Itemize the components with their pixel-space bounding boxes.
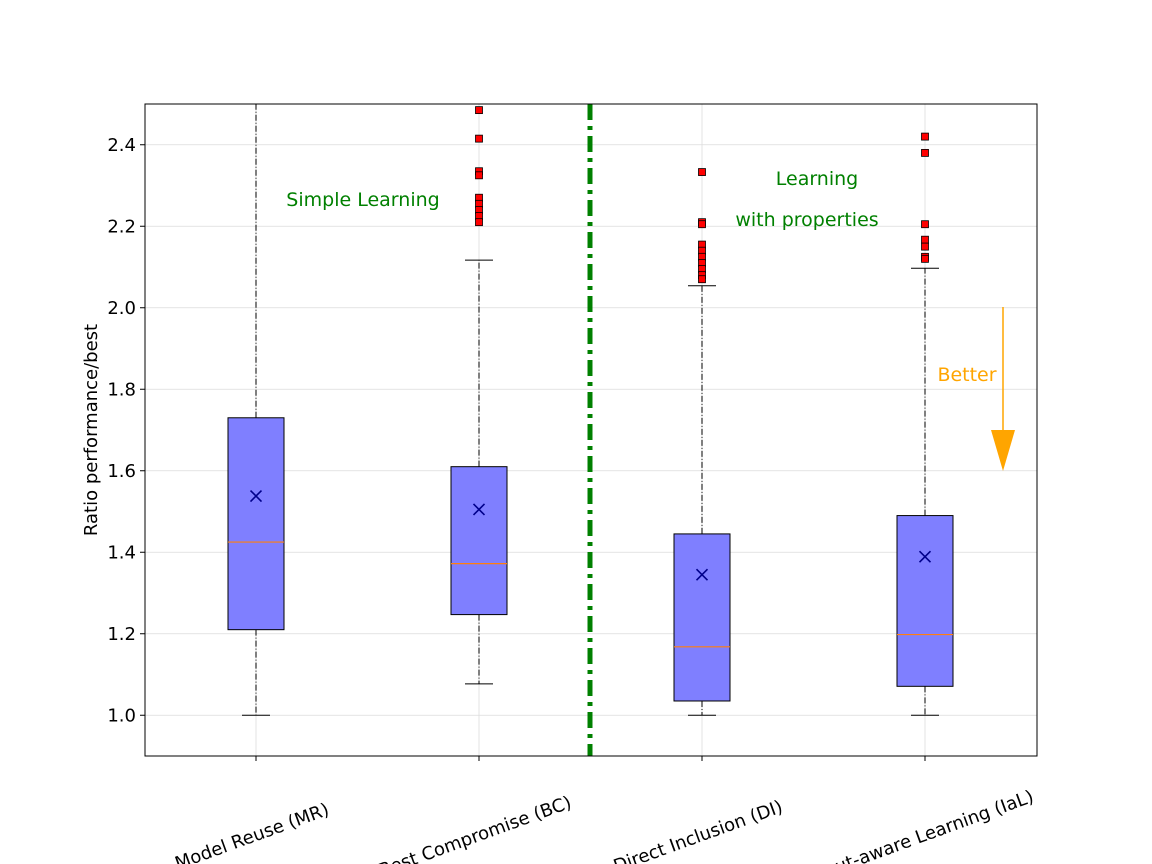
outlier-point: [698, 275, 706, 284]
box-4: [896, 132, 954, 716]
x-tick-label: Direct Inclusion (DI): [611, 796, 786, 864]
mean-marker: [249, 489, 263, 503]
y-tick-label: 1.0: [107, 705, 136, 726]
outlier-point: [475, 218, 483, 227]
outlier-point: [921, 220, 929, 229]
box-3: [673, 168, 731, 716]
x-axis: Model Reuse (MR) Best Compromise (BC) Dire…: [172, 756, 1037, 864]
outlier-point: [698, 220, 706, 229]
annotation-better: Better: [937, 364, 996, 386]
box-iqr: [227, 417, 285, 631]
annotation-simple-learning: Simple Learning: [286, 189, 439, 211]
outlier-point: [921, 254, 929, 263]
outlier-point: [698, 168, 706, 176]
outlier-point: [921, 235, 929, 244]
x-tick-label: Best Compromise (BC): [376, 792, 574, 864]
y-tick-label: 2.0: [107, 298, 136, 319]
outlier-point: [475, 134, 483, 143]
mean-marker: [918, 550, 932, 563]
outlier-point: [921, 148, 929, 157]
mean-marker: [695, 568, 709, 581]
outlier-point: [475, 171, 483, 180]
axes-frame: [144, 103, 1038, 757]
better-arrow: [991, 307, 1015, 471]
box-2: [450, 106, 508, 685]
plot-area: [227, 103, 954, 756]
y-tick-label: 1.4: [107, 542, 136, 563]
outlier-point: [475, 106, 483, 115]
annotation-with-properties: with properties: [735, 209, 878, 231]
annotation-learning: Learning: [776, 168, 859, 190]
y-tick-label: 1.6: [107, 461, 136, 482]
outlier-point: [921, 242, 929, 251]
outlier-point: [921, 132, 929, 141]
x-tick-label: Input-aware Learning (IaL): [806, 786, 1037, 864]
y-axis: 1.0 1.2 1.4 1.6 1.8 2.0 2.2 2.4: [107, 135, 145, 726]
mean-marker: [472, 503, 486, 516]
y-axis-label: Ratio performance/best: [81, 324, 102, 536]
y-tick-label: 1.2: [107, 624, 136, 645]
y-tick-label: 2.4: [107, 135, 136, 156]
y-tick-label: 2.2: [107, 216, 136, 237]
box-1: [227, 103, 285, 716]
box-iqr: [450, 466, 508, 616]
x-tick-label: Model Reuse (MR): [172, 799, 332, 864]
box-iqr: [673, 533, 731, 702]
y-tick-label: 1.8: [107, 379, 136, 400]
box-iqr: [896, 515, 954, 687]
